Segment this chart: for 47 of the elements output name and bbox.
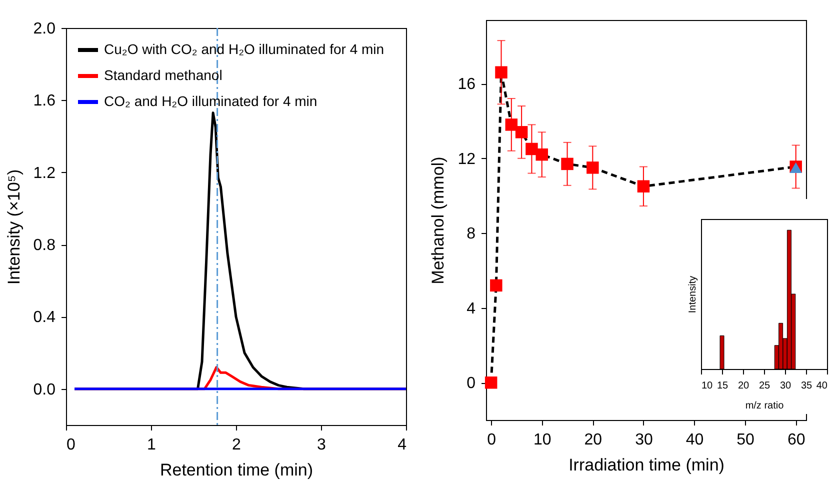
x-tick-label: 50 <box>736 432 755 448</box>
x-tick-label: 60 <box>787 432 806 448</box>
legend-label: Cu₂O with CO₂ and H₂O illuminated for 4 min <box>104 41 384 57</box>
y-axis-title: Intensity <box>688 276 698 314</box>
x-tick-label: 30 <box>780 380 792 392</box>
y-tick-label: 0.8 <box>33 237 56 254</box>
point <box>561 158 574 170</box>
y-axis-title: Intensity (×10⁵) <box>4 169 24 285</box>
point <box>637 180 650 192</box>
y-tick-label: 16 <box>458 76 476 94</box>
x-tick-label: 40 <box>816 380 828 392</box>
x-tick-label: 35 <box>800 380 812 392</box>
x-tick-label: 25 <box>758 380 770 392</box>
legend-label: Standard methanol <box>104 67 222 83</box>
y-tick-label: 12 <box>458 150 476 168</box>
x-axis-title: Irradiation time (min) <box>568 456 724 474</box>
y-axis-title: Methanol (mmol) <box>428 156 448 284</box>
x-tick-label: 1 <box>147 436 156 454</box>
point <box>484 376 498 389</box>
y-tick-label: 4 <box>466 300 476 318</box>
x-tick-label: 30 <box>635 432 653 448</box>
x-tick-label: 10 <box>533 432 552 448</box>
x-axis-title: m/z ratio <box>745 400 784 412</box>
point <box>515 126 528 138</box>
x-tick-label: 3 <box>317 436 326 454</box>
x-tick-label: 0 <box>66 436 76 454</box>
point <box>505 118 518 131</box>
y-tick-label: 8 <box>466 226 476 243</box>
point <box>490 279 502 292</box>
x-tick-label: 2 <box>232 436 242 454</box>
y-tick-label: 0.4 <box>33 309 56 326</box>
x-tick-label: 20 <box>584 432 602 448</box>
y-tick-label: 0.0 <box>33 381 56 398</box>
point <box>586 162 599 174</box>
x-tick-label: 4 <box>398 436 407 454</box>
y-tick-label: 2.0 <box>33 20 56 38</box>
y-tick-label: 1.2 <box>33 164 56 182</box>
x-tick-label: 40 <box>686 432 704 448</box>
x-axis-title: Retention time (min) <box>160 460 314 480</box>
x-tick-label: 20 <box>738 380 750 392</box>
point <box>495 66 508 78</box>
x-tick-label: 10 <box>702 380 714 392</box>
x-tick-label: 0 <box>487 432 496 448</box>
legend-label: CO₂ and H₂O illuminated for 4 min <box>104 93 318 109</box>
point <box>536 148 548 161</box>
y-tick-label: 1.6 <box>33 92 56 110</box>
x-tick-label: 15 <box>716 380 728 392</box>
